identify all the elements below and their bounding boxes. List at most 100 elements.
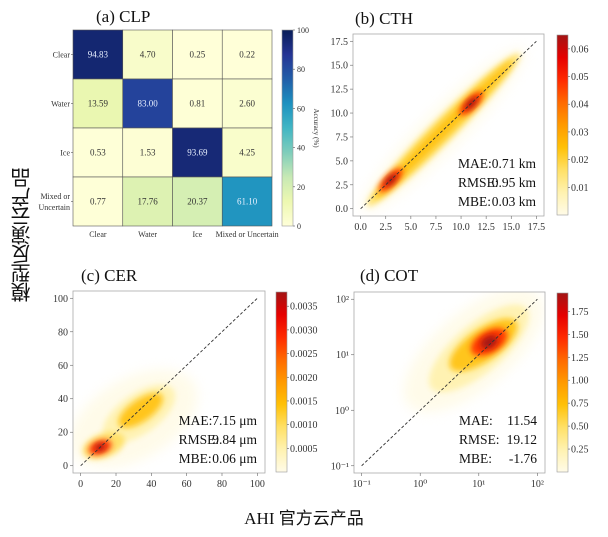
stat-value: 11.54 xyxy=(507,413,537,428)
colorbar xyxy=(556,292,569,473)
stat-name: MAE: xyxy=(179,413,213,428)
y-tick-label: 10⁻¹ xyxy=(331,461,349,472)
x-tick-label: 10.0 xyxy=(452,222,470,233)
cell-label: 94.83 xyxy=(88,50,109,60)
cell-label: 0.53 xyxy=(90,148,106,158)
colorbar-tick-label: 20 xyxy=(297,183,305,192)
colorbar-tick-label: 0.0005 xyxy=(290,444,318,455)
colorbar xyxy=(275,291,288,473)
cell-label: 61.10 xyxy=(237,197,258,207)
y-tick-label: 2.5 xyxy=(336,180,349,191)
stat-name: RMSE: xyxy=(459,432,500,447)
colorbar-tick-label: 0 xyxy=(297,222,301,231)
one-to-one-line xyxy=(361,298,538,467)
colorbar-tick-label: 1.00 xyxy=(571,376,589,387)
cell-label: 93.69 xyxy=(187,148,208,158)
colorbar-tick-label: 0.01 xyxy=(571,183,589,194)
x-tick-label: 0.0 xyxy=(354,222,367,233)
stat-value: 0.03 km xyxy=(492,194,537,209)
colorbar-tick-label: 0.0035 xyxy=(290,302,318,313)
colorbar-tick-label: 0.0020 xyxy=(290,373,318,384)
cell-label: 0.81 xyxy=(190,99,206,109)
heatmap-cell xyxy=(221,29,273,80)
x-tick-label: 15.0 xyxy=(503,222,521,233)
heatmap-cell xyxy=(122,78,173,129)
y-tick-label: 40 xyxy=(58,394,68,405)
stat-value: 7.15 μm xyxy=(212,413,257,428)
col-label: Clear xyxy=(89,230,107,239)
y-tick-label: 10⁰ xyxy=(335,406,349,417)
stat-value: 0.95 km xyxy=(492,175,537,190)
heatmap-cell xyxy=(72,29,124,80)
x-tick-label: 100 xyxy=(250,479,265,490)
colorbar-tick-label: 0.75 xyxy=(571,399,589,410)
x-tick-label: 12.5 xyxy=(477,222,495,233)
panel-title: (a) CLP xyxy=(96,7,150,26)
y-tick-label: 60 xyxy=(58,361,68,372)
heatmap-cell xyxy=(221,127,273,178)
heatmap-cell xyxy=(72,176,124,227)
col-label: Ice xyxy=(192,230,202,239)
panel-title: (d) COT xyxy=(360,266,419,285)
colorbar-tick-label: 1.25 xyxy=(571,353,589,364)
y-tick-label: 15.0 xyxy=(331,61,349,72)
row-label: Uncertain xyxy=(38,203,70,212)
x-tick-label: 60 xyxy=(182,479,192,490)
stat-name: MBE: xyxy=(458,194,491,209)
cell-label: 4.25 xyxy=(239,148,255,158)
colorbar-tick-label: 0.0030 xyxy=(290,325,318,336)
colorbar xyxy=(556,34,569,216)
density-layer xyxy=(73,369,198,469)
density-peak-core xyxy=(480,335,498,349)
stat-name: MBE: xyxy=(179,451,212,466)
cell-label: 20.37 xyxy=(187,197,208,207)
panel-title: (b) CTH xyxy=(355,9,413,28)
plot-frame xyxy=(72,290,266,474)
colorbar-label: Accuracy (%) xyxy=(312,108,320,148)
stat-name: RMSE: xyxy=(179,432,220,447)
stat-name: RMSE: xyxy=(458,175,499,190)
x-tick-label: 7.5 xyxy=(430,222,443,233)
col-label: Water xyxy=(138,230,157,239)
colorbar-tick-label: 0.06 xyxy=(571,44,589,55)
figure-ylabel-text: 模型反演云产品 xyxy=(9,168,34,302)
density-layer xyxy=(361,48,525,212)
plot-frame xyxy=(352,33,545,217)
heatmap-cell xyxy=(122,127,173,178)
density-layer xyxy=(403,292,543,413)
colorbar-tick-label: 80 xyxy=(297,65,305,74)
x-tick-label: 10⁻¹ xyxy=(352,479,370,490)
col-label: Mixed or Uncertain xyxy=(216,230,279,239)
heatmap-cell xyxy=(221,176,273,227)
stat-value: 19.12 xyxy=(507,432,537,447)
plot-frame xyxy=(353,291,546,474)
one-to-one-line xyxy=(80,297,258,467)
stat-name: MBE: xyxy=(459,451,492,466)
colorbar-tick-label: 1.75 xyxy=(571,307,589,318)
stat-name: MAE: xyxy=(458,156,492,171)
figure-xlabel: AHI 官方云产品 xyxy=(244,509,364,528)
colorbar-tick-label: 0.02 xyxy=(571,155,589,166)
stat-value: -1.76 xyxy=(509,451,537,466)
colorbar-tick-label: 0.05 xyxy=(571,72,589,83)
x-tick-label: 10¹ xyxy=(472,479,485,490)
heatmap-cell xyxy=(122,29,173,80)
y-tick-label: 7.5 xyxy=(336,132,349,143)
y-tick-label: 12.5 xyxy=(331,85,349,96)
x-tick-label: 0 xyxy=(78,479,83,490)
colorbar-tick-label: 1.50 xyxy=(571,330,589,341)
stat-value: 9.84 μm xyxy=(212,432,257,447)
cell-label: 0.77 xyxy=(90,197,106,207)
y-tick-label: 5.0 xyxy=(336,156,349,167)
panel-title: (c) CER xyxy=(81,266,138,285)
x-tick-label: 40 xyxy=(146,479,156,490)
y-tick-label: 0.0 xyxy=(336,204,349,215)
colorbar-tick-label: 0.0010 xyxy=(290,420,318,431)
cell-label: 4.70 xyxy=(140,50,156,60)
colorbar-tick-label: 0.03 xyxy=(571,127,589,138)
colorbar-tick-label: 0.25 xyxy=(571,445,589,456)
heatmap-cell xyxy=(172,29,223,80)
panel-cot: (d) COT 10⁻¹ 10⁰ 10¹ 10² 10⁻¹ 10⁰ 10¹ 10² MAE: 11.… xyxy=(331,266,589,490)
cell-label: 1.53 xyxy=(140,148,156,158)
